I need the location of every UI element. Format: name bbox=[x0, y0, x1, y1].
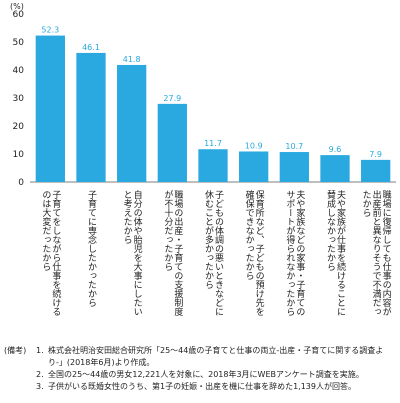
y-tick-label: 60 bbox=[13, 10, 25, 20]
svg-text:夫や家族などの家事・子育ての: 夫や家族などの家事・子育ての bbox=[294, 189, 305, 316]
data-label: 46.1 bbox=[82, 43, 100, 52]
note-row-2: 2. 全国の25〜44歳の男女12,221人を対象に、2018年3月にWEBアン… bbox=[4, 369, 396, 381]
svg-text:夫や家族が仕事を続けることに: 夫や家族が仕事を続けることに bbox=[335, 189, 346, 316]
svg-text:子育てに専念したかったから: 子育てに専念したかったから bbox=[86, 190, 97, 307]
data-label: 9.6 bbox=[329, 145, 342, 154]
svg-text:職場の出産・子育ての支援制度: 職場の出産・子育ての支援制度 bbox=[172, 190, 183, 317]
notes: (備考) 1. 株式会社明治安田総合研究所「25〜44歳の子育てと仕事の両立-出… bbox=[4, 345, 396, 393]
y-tick-label: 20 bbox=[13, 122, 25, 132]
data-label: 10.9 bbox=[245, 141, 263, 150]
note-number: 3. bbox=[36, 382, 44, 391]
note-number: 1. bbox=[36, 346, 44, 355]
category-label: 子育てに専念したかったから bbox=[86, 190, 97, 307]
bar bbox=[279, 152, 309, 182]
y-tick-label: 10 bbox=[13, 150, 25, 160]
svg-text:確保できなかったから: 確保できなかったから bbox=[244, 189, 255, 280]
data-label: 52.3 bbox=[41, 26, 59, 35]
y-axis-unit-label: (%) bbox=[10, 2, 24, 11]
data-label: 27.9 bbox=[163, 94, 181, 103]
data-label: 7.9 bbox=[369, 150, 382, 159]
y-tick-label: 30 bbox=[13, 94, 25, 104]
data-label: 10.7 bbox=[285, 142, 303, 151]
note-row-1: (備考) 1. 株式会社明治安田総合研究所「25〜44歳の子育てと仕事の両立-出… bbox=[4, 345, 396, 369]
bar bbox=[76, 52, 106, 182]
svg-text:職場に復帰しても仕事の内容が: 職場に復帰しても仕事の内容が bbox=[381, 190, 392, 316]
bar bbox=[239, 151, 269, 182]
notes-label: (備考) bbox=[4, 346, 27, 355]
note-number: 2. bbox=[36, 370, 44, 379]
svg-text:賛成しなかったから: 賛成しなかったから bbox=[325, 189, 336, 271]
svg-text:のは大変だったから: のは大変だったから bbox=[40, 190, 51, 271]
bar bbox=[35, 35, 65, 183]
y-tick-label: 50 bbox=[13, 38, 25, 48]
note-text: 子供がいる既婚女性のうち、第1子の妊娠・出産を機に仕事を辞めた1,139人が回答… bbox=[48, 382, 356, 391]
note-text: 株式会社明治安田総合研究所「25〜44歳の子育てと仕事の両立-出産・子育てに関す… bbox=[48, 346, 384, 367]
svg-text:子どもの体調の悪いときなどに: 子どもの体調の悪いときなどに bbox=[213, 190, 224, 316]
bar bbox=[361, 159, 391, 182]
bar bbox=[117, 64, 147, 182]
bar bbox=[157, 103, 187, 182]
svg-text:休むことが多かったから: 休むことが多かったから bbox=[203, 189, 214, 289]
svg-text:が不十分だったから: が不十分だったから bbox=[162, 189, 173, 271]
svg-text:保育所など、子どもの預け先を: 保育所など、子どもの預け先を bbox=[254, 189, 265, 316]
svg-text:サポートが得られなかったから: サポートが得られなかったから bbox=[284, 190, 295, 316]
svg-text:自分の体や胎児を大事にしたい: 自分の体や胎児を大事にしたい bbox=[132, 189, 143, 316]
bar-chart: (%) 0 10 20 30 40 50 60 52.3 子育てをしながら仕事を続けるのは大変だっ… bbox=[10, 2, 396, 317]
bar bbox=[198, 149, 228, 182]
y-tick-label: 0 bbox=[18, 178, 24, 188]
svg-text:子育てをしながら仕事を続ける: 子育てをしながら仕事を続ける bbox=[50, 190, 61, 316]
data-label: 11.7 bbox=[204, 139, 222, 148]
bar bbox=[320, 155, 350, 182]
svg-text:出産前と異なりそうで不満だっ: 出産前と異なりそうで不満だっ bbox=[371, 189, 382, 316]
note-text: 全国の25〜44歳の男女12,221人を対象に、2018年3月にWEBアンケート… bbox=[48, 370, 364, 379]
y-tick-label: 40 bbox=[13, 66, 25, 76]
data-label: 41.8 bbox=[123, 55, 141, 64]
svg-text:たから: たから bbox=[361, 190, 372, 217]
svg-text:と考えたから: と考えたから bbox=[122, 190, 132, 244]
note-row-3: 3. 子供がいる既婚女性のうち、第1子の妊娠・出産を機に仕事を辞めた1,139人… bbox=[4, 381, 396, 393]
